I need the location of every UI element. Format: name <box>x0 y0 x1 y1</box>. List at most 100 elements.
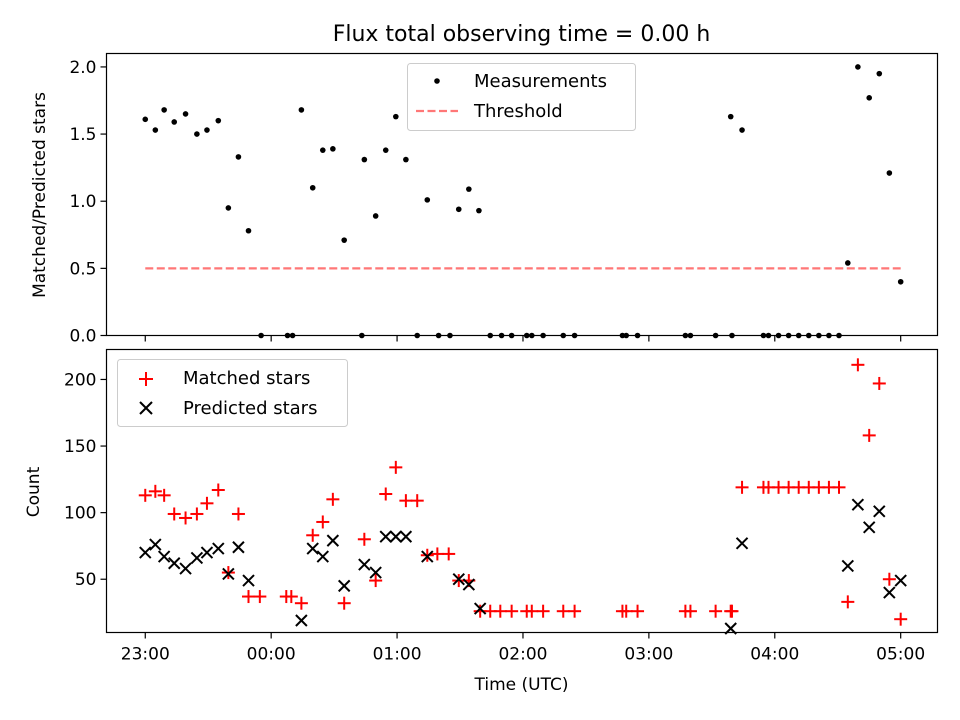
measurement-point <box>382 147 389 153</box>
matched-star-point <box>148 484 162 498</box>
matched-star-point <box>872 376 886 390</box>
bottom-y-tick-label: 50 <box>75 570 97 590</box>
legend-matched-label: Matched stars <box>183 368 310 389</box>
matched-star-point <box>735 480 749 494</box>
matched-star-point <box>525 604 539 618</box>
bottom-plot-area <box>138 358 908 635</box>
predicted-star-point <box>369 566 382 579</box>
predicted-star-point <box>306 542 319 555</box>
matched-star-point <box>894 612 908 626</box>
measurement-point <box>298 107 305 113</box>
matched-star-point <box>442 547 456 561</box>
matched-star-point <box>157 488 171 502</box>
measurement-point <box>876 70 883 77</box>
bottom-x-tick-label: 05:00 <box>876 645 925 665</box>
measurement-point <box>245 227 252 234</box>
bottom-x-tick-label: 23:00 <box>121 645 170 665</box>
predicted-star-point <box>462 578 476 591</box>
chart-title: Flux total observing time = 0.00 h <box>333 22 711 47</box>
predicted-star-point <box>149 538 162 551</box>
matched-star-point <box>253 590 267 604</box>
bottom-x-tick-label: 04:00 <box>750 645 799 665</box>
predicted-star-point <box>222 567 235 581</box>
predicted-star-point <box>242 574 255 587</box>
measurement-point <box>341 237 347 243</box>
measurement-point <box>424 197 431 203</box>
top-y-tick-label: 1.0 <box>69 192 96 212</box>
measurement-point <box>215 117 222 124</box>
measurement-point <box>393 113 399 120</box>
matched-star-point <box>556 604 570 618</box>
measurement-point <box>403 156 409 163</box>
measurement-point <box>152 127 159 133</box>
measurement-point <box>727 113 734 120</box>
matched-star-point <box>841 595 855 609</box>
matched-star-point <box>430 547 444 561</box>
measurement-point <box>309 184 316 191</box>
top-legend-box <box>407 63 636 131</box>
bottom-y-axis-label: Count <box>24 466 44 517</box>
measurement-point <box>194 131 200 137</box>
predicted-star-point <box>841 559 855 573</box>
measurement-point <box>455 206 462 213</box>
predicted-star-point <box>212 542 225 555</box>
matched-star-point <box>389 460 403 474</box>
predicted-star-point <box>851 498 865 511</box>
measurement-point <box>372 213 379 219</box>
bottom-axes-frame <box>105 348 939 634</box>
top-y-tick-label: 1.5 <box>69 125 96 145</box>
bottom-y-axis: 50 100 150 200 <box>64 370 107 590</box>
legend-measurements-label: Measurements <box>474 71 607 92</box>
top-y-axis-label: Matched/Predicted stars <box>30 92 50 298</box>
top-y-tick-label: 2.0 <box>69 58 96 78</box>
top-legend: Measurements Threshold <box>407 63 636 131</box>
top-x-axis <box>144 335 902 342</box>
measurement-point <box>897 278 904 285</box>
predicted-star-point <box>232 541 245 554</box>
measurement-point <box>866 95 873 101</box>
matched-star-point <box>568 604 582 618</box>
matched-star-point <box>379 487 393 501</box>
matched-star-point <box>832 480 846 494</box>
predicted-star-point <box>295 614 308 627</box>
predicted-star-point <box>139 546 152 559</box>
matched-star-point <box>882 572 896 586</box>
bottom-x-tick-label: 01:00 <box>373 645 422 665</box>
matched-star-point <box>326 492 340 506</box>
predicted-star-point <box>379 530 392 543</box>
predicted-star-point <box>399 530 413 543</box>
predicted-star-point <box>179 562 192 575</box>
matched-star-point <box>536 604 550 618</box>
matched-star-point <box>369 574 383 588</box>
measurement-point <box>235 154 242 160</box>
measurement-point <box>142 116 149 123</box>
measurement-point <box>845 260 851 266</box>
bottom-legend-box <box>117 359 348 427</box>
matched-star-point <box>410 494 424 508</box>
measurement-point <box>466 186 472 192</box>
bottom-x-tick-label: 00:00 <box>247 645 296 665</box>
matched-star-point <box>337 596 351 610</box>
bottom-panel: 50 100 150 200 23:00 00:00 01:00 02:00 03:00 04:… <box>24 348 939 695</box>
bottom-x-axis-label: Time (UTC) <box>474 675 569 695</box>
bottom-x-axis: 23:00 00:00 01:00 02:00 03:00 04:00 05:00 <box>121 632 925 665</box>
matched-star-point <box>851 358 865 372</box>
top-plot-area <box>142 64 904 339</box>
measurement-point <box>319 147 326 153</box>
matched-star-point <box>631 604 645 618</box>
matched-star-point <box>242 590 256 604</box>
measurement-point <box>225 205 232 211</box>
matched-star-point <box>357 532 371 546</box>
matched-star-point <box>211 483 225 497</box>
measurement-point <box>204 127 210 133</box>
bottom-legend: Matched stars Predicted stars <box>117 359 348 427</box>
matched-star-point <box>284 590 298 604</box>
predicted-star-point <box>883 586 896 599</box>
matched-star-point <box>493 604 507 618</box>
measurement-point <box>330 146 336 152</box>
matched-star-point <box>179 511 193 525</box>
bottom-x-tick-label: 02:00 <box>498 645 547 665</box>
matched-star-point <box>709 604 723 618</box>
predicted-star-point <box>735 537 749 550</box>
